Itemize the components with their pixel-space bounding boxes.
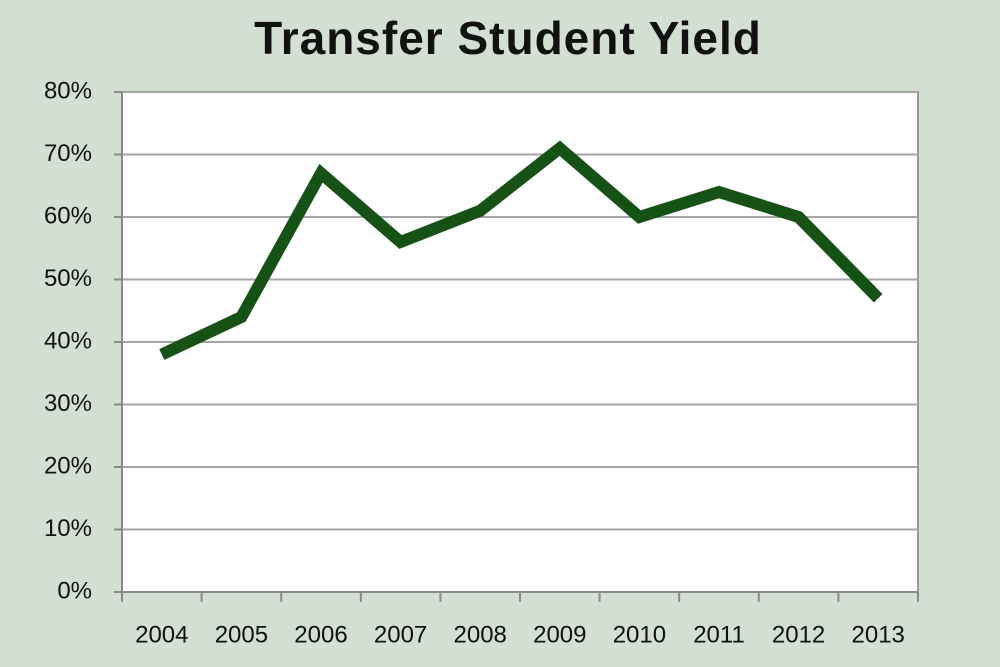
y-tick-label: 60%	[44, 202, 92, 229]
y-tick-label: 20%	[44, 452, 92, 479]
x-tick-label: 2008	[454, 621, 507, 648]
x-tick-label: 2013	[852, 621, 905, 648]
x-tick-label: 2011	[693, 621, 745, 648]
y-tick-label: 10%	[44, 515, 92, 542]
y-tick-label: 0%	[57, 577, 92, 604]
x-tick-label: 2005	[215, 621, 268, 648]
x-tick-label: 2004	[135, 621, 188, 648]
x-tick-label: 2007	[374, 621, 427, 648]
x-tick-label: 2006	[294, 621, 347, 648]
data-line	[159, 140, 883, 360]
y-tick-label: 50%	[44, 265, 92, 292]
y-tick-label: 30%	[44, 390, 92, 417]
chart-title: Transfer Student Yield	[254, 12, 762, 64]
y-tick-label: 70%	[44, 140, 92, 167]
x-tick-label: 2010	[613, 621, 666, 648]
y-tick-label: 80%	[44, 77, 92, 104]
y-tick-label: 40%	[44, 327, 92, 354]
x-tick-label: 2012	[772, 621, 825, 648]
x-tick-label: 2009	[533, 621, 586, 648]
